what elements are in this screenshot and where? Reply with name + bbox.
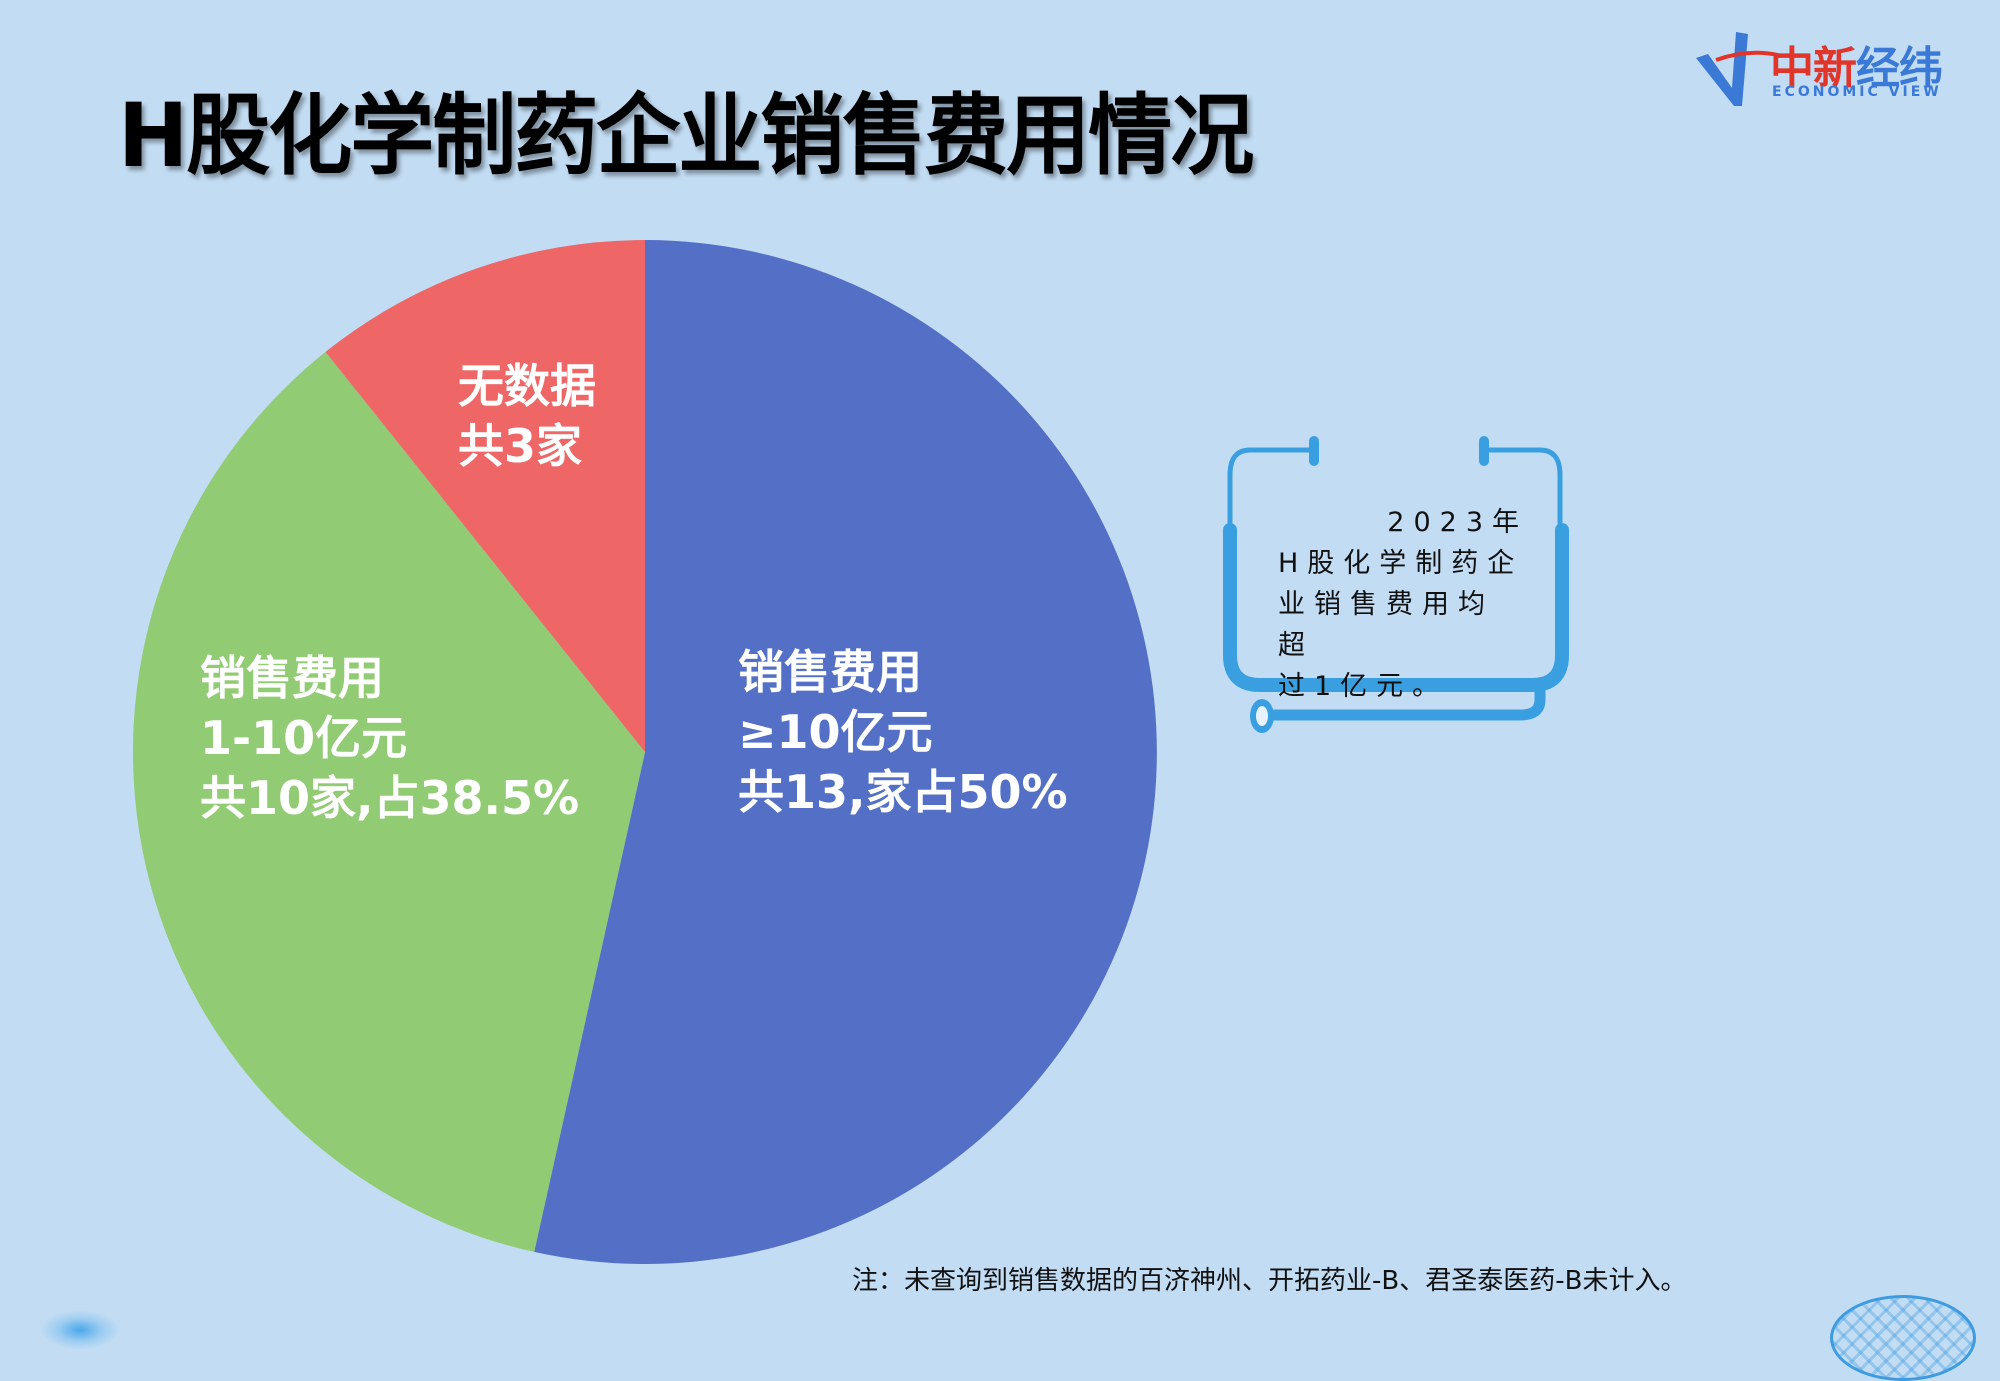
slice-label-blue: 销售费用 ≥10亿元 共13,家占50% bbox=[738, 645, 1068, 819]
stethoscope-frame-icon bbox=[1223, 436, 1569, 733]
callout-box: 2023年 H股化学制药企 业销售费用均超 过1亿元。 bbox=[1220, 430, 1585, 740]
page-title: H股化学制药企业销售费用情况 bbox=[118, 83, 1254, 187]
pie-slice-green bbox=[132, 351, 646, 1252]
globe-icon bbox=[1830, 1295, 1976, 1381]
decorative-glow-icon bbox=[40, 1310, 120, 1350]
pie-chart bbox=[132, 240, 1157, 1264]
callout-text: 2023年 H股化学制药企 业销售费用均超 过1亿元。 bbox=[1278, 507, 1528, 702]
logo-text-en: ECONOMIC VIEW bbox=[1772, 84, 1942, 100]
footnote: 注：未查询到销售数据的百济神州、开拓药业-B、君圣泰医药-B未计入。 bbox=[852, 1266, 1687, 1296]
slice-label-green: 销售费用 1-10亿元 共10家,占38.5% bbox=[200, 651, 580, 825]
logo-text-cn: 中新经纬 bbox=[1770, 43, 1943, 94]
logo: 中新经纬 ECONOMIC VIEW bbox=[1690, 18, 1950, 114]
pie-slice-red bbox=[325, 240, 645, 752]
logo-v-icon bbox=[1696, 32, 1780, 106]
slice-label-red: 无数据 共3家 bbox=[458, 359, 596, 473]
pie-slice-blue bbox=[534, 240, 1157, 1264]
